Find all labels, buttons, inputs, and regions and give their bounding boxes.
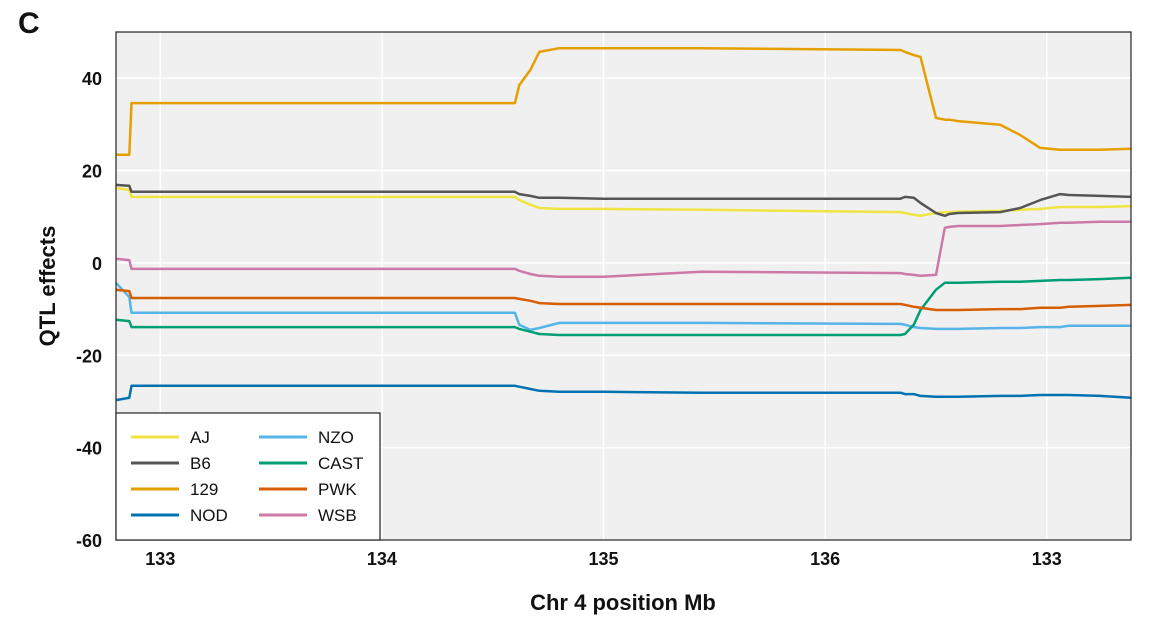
x-tick-label: 136 (810, 549, 840, 569)
x-tick-label: 135 (589, 549, 619, 569)
plot-frame (115, 31, 1132, 541)
x-axis-label: Chr 4 position Mb (530, 590, 716, 615)
y-tick-label: 0 (92, 254, 102, 274)
x-tick-label: 133 (1032, 549, 1062, 569)
series-line (115, 384, 1132, 402)
legend-label: NOD (190, 506, 228, 525)
legend-label: CAST (318, 454, 363, 473)
series-line (115, 186, 1132, 218)
legend: AJ B6 129 NOD NZO CAST PWK WSB (115, 412, 381, 541)
legend-label: WSB (318, 506, 357, 525)
legend-label: B6 (190, 454, 211, 473)
y-tick-label: 20 (82, 162, 102, 182)
legend-label: AJ (190, 428, 210, 447)
y-axis-label: QTL effects (35, 226, 60, 347)
legend-box (115, 412, 381, 541)
x-tick-label: 134 (367, 549, 397, 569)
series-line (115, 288, 1132, 312)
y-tick-label: -20 (76, 346, 102, 366)
series-line (115, 276, 1132, 337)
legend-label: PWK (318, 480, 357, 499)
series-line (115, 281, 1131, 332)
y-tick-label: -40 (76, 439, 102, 459)
series-line (115, 220, 1131, 279)
series-line (115, 183, 1132, 218)
series-line (116, 46, 1132, 157)
x-tick-label: 133 (145, 549, 175, 569)
legend-label: 129 (190, 480, 218, 499)
y-tick-label: 40 (82, 69, 102, 89)
legend-label: NZO (318, 428, 354, 447)
y-tick-label: -60 (76, 531, 102, 551)
panel-label: C (18, 7, 40, 40)
